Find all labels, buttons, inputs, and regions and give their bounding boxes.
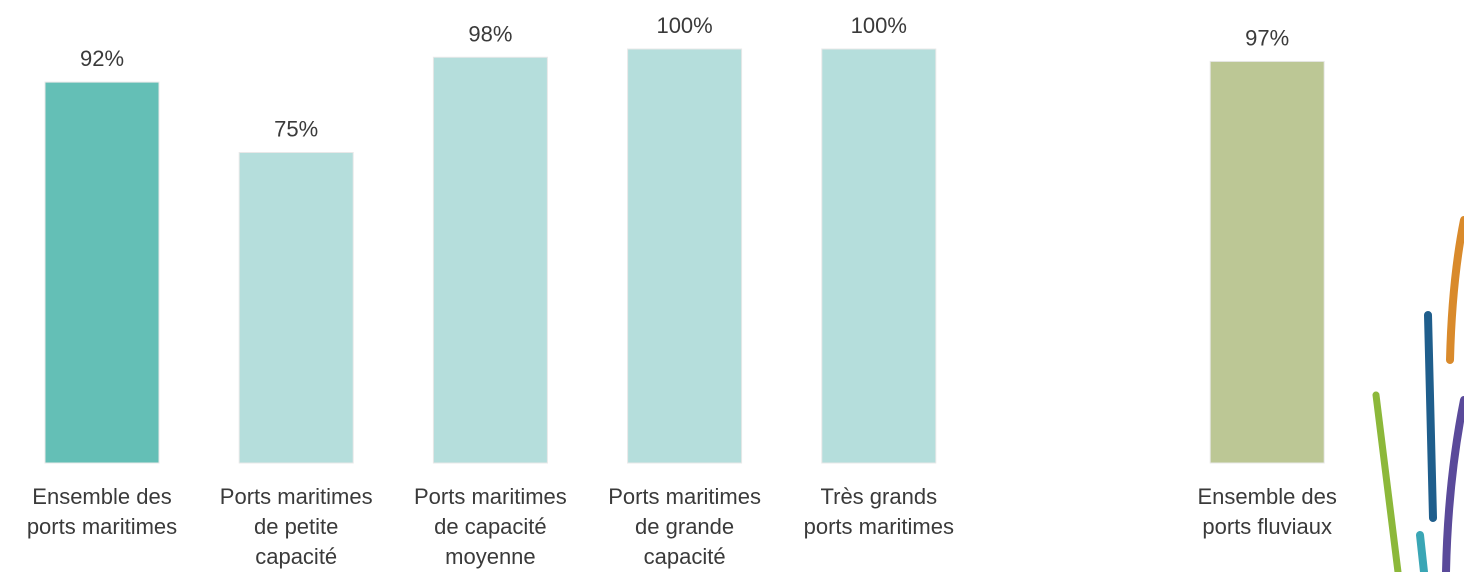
bar bbox=[1209, 60, 1325, 464]
x-tick-label: Ensemble des bbox=[32, 484, 171, 509]
value-label: 75% bbox=[274, 117, 318, 142]
value-label: 100% bbox=[851, 13, 907, 38]
x-tick-label: de capacité bbox=[434, 514, 547, 539]
bar bbox=[432, 56, 548, 464]
x-tick-label: capacité bbox=[644, 544, 726, 569]
bar bbox=[238, 152, 354, 464]
x-tick-label: ports maritimes bbox=[27, 514, 177, 539]
x-tick-label: de grande bbox=[635, 514, 734, 539]
x-tick-label: ports maritimes bbox=[804, 514, 954, 539]
x-tick-label: Ports maritimes bbox=[220, 484, 373, 509]
x-tick-label: Ensemble des bbox=[1197, 484, 1336, 509]
decoration bbox=[1372, 216, 1464, 572]
x-tick-label: Ports maritimes bbox=[414, 484, 567, 509]
bar bbox=[627, 48, 743, 464]
bar bbox=[821, 48, 937, 464]
value-label: 100% bbox=[656, 13, 712, 38]
value-label: 97% bbox=[1245, 25, 1289, 50]
x-tick-label: capacité bbox=[255, 544, 337, 569]
x-tick-label: Très grands bbox=[821, 484, 938, 509]
x-tick-label: de petite bbox=[254, 514, 338, 539]
bar bbox=[44, 81, 160, 464]
value-label: 92% bbox=[80, 46, 124, 71]
x-tick-label: Ports maritimes bbox=[608, 484, 761, 509]
x-tick-label: ports fluviaux bbox=[1202, 514, 1332, 539]
value-label: 98% bbox=[468, 21, 512, 46]
x-tick-label: moyenne bbox=[445, 544, 536, 569]
